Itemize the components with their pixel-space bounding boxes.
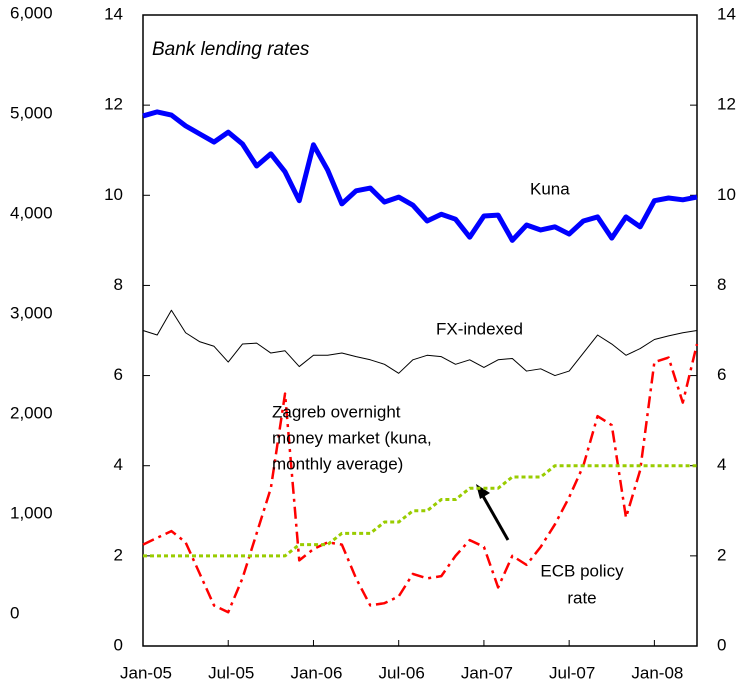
y-tick-label: 4 xyxy=(114,455,123,474)
y-tick-label: 10 xyxy=(104,185,123,204)
y2-tick-label: 0 xyxy=(717,635,726,654)
y2-tick-label: 8 xyxy=(717,275,726,294)
y2-tick-label: 10 xyxy=(717,185,736,204)
y-tick-label: 0 xyxy=(114,635,123,654)
y2-tick-label: 12 xyxy=(717,95,736,114)
y-tick-label: 12 xyxy=(104,95,123,114)
left-y-tick-label: 3,000 xyxy=(10,303,53,322)
series-line xyxy=(142,309,698,377)
left-y-tick-label: 2,000 xyxy=(10,403,53,422)
zmm-label: money market (kuna, xyxy=(272,428,432,447)
y-tick-label: 14 xyxy=(104,4,123,23)
ecb-label: rate xyxy=(567,588,596,607)
left-y-tick-label: 6,000 xyxy=(10,3,53,22)
x-tick-label: Jan-07 xyxy=(461,663,513,682)
x-tick-label: Jan-08 xyxy=(631,663,683,682)
kuna-label: Kuna xyxy=(530,179,570,198)
zmm-label: Zagreb overnight xyxy=(272,402,401,421)
plot-frame xyxy=(142,14,698,647)
panel-title: Bank lending rates xyxy=(152,39,310,60)
zmm-label: monthly average) xyxy=(272,454,403,473)
x-tick-label: Jan-05 xyxy=(120,663,172,682)
y-tick-label: 8 xyxy=(114,275,123,294)
y-tick-label: 6 xyxy=(114,365,123,384)
x-tick-label: Jan-06 xyxy=(290,663,342,682)
arrow-head xyxy=(476,484,490,499)
fx-label: FX-indexed xyxy=(436,319,523,338)
left-y-tick-label: 5,000 xyxy=(10,103,53,122)
left-y-tick-label: 4,000 xyxy=(10,203,53,222)
y2-tick-label: 14 xyxy=(717,4,736,23)
left-y-tick-label: 1,000 xyxy=(10,503,53,522)
series-line xyxy=(143,464,697,558)
x-tick-label: Jul-07 xyxy=(549,663,595,682)
left-y-tick-label: 0 xyxy=(10,603,19,622)
y-tick-label: 2 xyxy=(114,545,123,564)
x-tick-label: Jul-05 xyxy=(208,663,254,682)
series-line xyxy=(142,343,699,614)
y2-tick-label: 2 xyxy=(717,545,726,564)
ecb-label: ECB policy xyxy=(540,561,624,580)
series-line xyxy=(142,109,698,243)
arrow-shaft xyxy=(477,488,510,541)
x-tick-label: Jul-06 xyxy=(379,663,425,682)
y2-tick-label: 4 xyxy=(717,455,726,474)
y2-tick-label: 6 xyxy=(717,365,726,384)
